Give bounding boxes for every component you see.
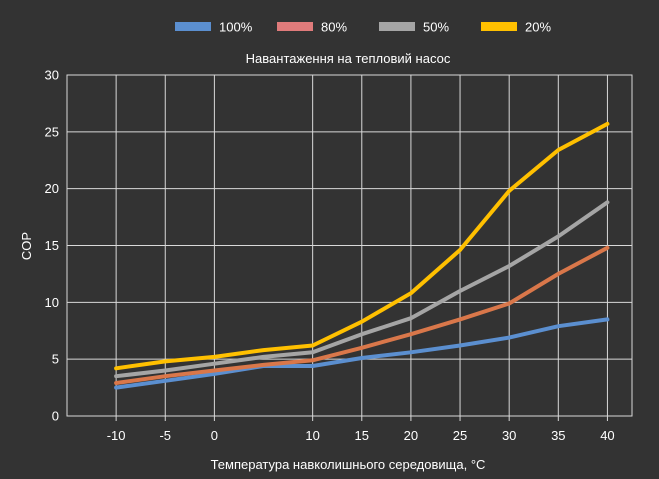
grid <box>67 74 632 417</box>
series-line-1 <box>114 245 610 385</box>
series-lines <box>114 121 610 390</box>
y-tick-label: 25 <box>45 124 59 139</box>
legend-swatch <box>277 22 313 31</box>
x-axis-ticks: -10 -5 0 10 15 20 25 30 35 40 <box>107 416 615 443</box>
chart-title: Навантаження на тепловий насос <box>246 51 451 66</box>
y-axis-ticks: 0 5 10 15 20 25 30 <box>45 68 59 424</box>
legend-swatch <box>481 22 517 31</box>
series-line-0 <box>114 317 610 390</box>
legend: 100% 80% 50% 20% <box>175 20 551 35</box>
y-tick-label: 20 <box>45 181 59 196</box>
legend-label: 100% <box>219 20 253 35</box>
legend-label: 80% <box>321 20 347 35</box>
y-tick-label: 5 <box>52 352 59 367</box>
x-tick-label: 15 <box>355 428 369 443</box>
x-tick-label: 10 <box>305 428 319 443</box>
x-tick-label: -10 <box>107 428 126 443</box>
x-axis-label: Температура навколишнього середовища, °C <box>211 457 486 472</box>
series-line-2 <box>114 200 610 379</box>
y-tick-label: 10 <box>45 295 59 310</box>
legend-swatch <box>379 22 415 31</box>
plot-frame <box>66 74 633 417</box>
x-tick-label: 20 <box>404 428 418 443</box>
series-line-3 <box>114 121 610 371</box>
x-tick-label: 25 <box>453 428 467 443</box>
legend-swatch <box>175 22 211 31</box>
y-tick-label: 0 <box>52 409 59 424</box>
x-tick-label: 30 <box>502 428 516 443</box>
x-tick-label: -5 <box>159 428 171 443</box>
x-tick-label: 35 <box>551 428 565 443</box>
legend-label: 20% <box>525 20 551 35</box>
legend-label: 50% <box>423 20 449 35</box>
y-tick-label: 30 <box>45 68 59 83</box>
y-axis-label: COP <box>19 232 34 260</box>
y-tick-label: 15 <box>45 238 59 253</box>
x-tick-label: 40 <box>600 428 614 443</box>
x-tick-label: 0 <box>211 428 218 443</box>
